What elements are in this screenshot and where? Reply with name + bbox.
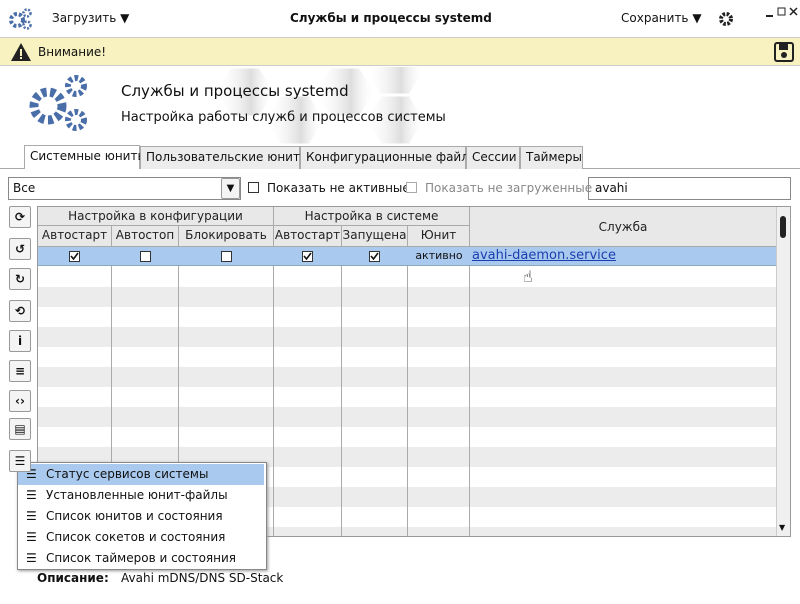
- tool-button[interactable]: i: [9, 330, 31, 352]
- column-header[interactable]: Служба: [470, 207, 777, 247]
- description-value: Avahi mDNS/DNS SD-Stack: [121, 571, 284, 585]
- tool-button[interactable]: ↻: [9, 268, 31, 290]
- column-line: [407, 247, 408, 536]
- search-value: avahi: [595, 181, 628, 195]
- column-header[interactable]: Блокировать: [179, 226, 274, 247]
- menu-item[interactable]: Установленные юнит-файлы ☰: [18, 485, 264, 506]
- tab[interactable]: Системные юниты: [24, 145, 147, 169]
- header-subtitle: Настройка работы служб и процессов систе…: [121, 110, 446, 125]
- search-input[interactable]: avahi: [588, 177, 791, 200]
- scrollbar[interactable]: [776, 207, 790, 536]
- header-title: Службы и процессы systemd: [121, 82, 349, 100]
- tool-button[interactable]: ‹›: [9, 390, 31, 412]
- menu-icon: ☰: [26, 488, 37, 502]
- tool-button[interactable]: ≡: [9, 360, 31, 382]
- save-label: Сохранить: [621, 11, 689, 25]
- tool-button[interactable]: ⟳: [9, 206, 31, 228]
- settings-button[interactable]: [718, 11, 734, 27]
- inactive-checkbox[interactable]: [248, 182, 259, 193]
- cursor: ☝: [523, 267, 533, 286]
- popup-menu: Статус сервисов системы ☰ Установленные юн…: [17, 462, 267, 570]
- menu-icon: ☰: [26, 530, 37, 544]
- save-icon[interactable]: [774, 42, 794, 62]
- menu-icon: ☰: [26, 467, 37, 481]
- description-label: Описание:: [37, 571, 109, 585]
- select-arrow[interactable]: ▼: [221, 178, 240, 199]
- column-header[interactable]: Автостарт: [274, 226, 342, 247]
- unloaded-checkbox[interactable]: [406, 182, 417, 193]
- service-link[interactable]: avahi-daemon.service: [472, 248, 616, 263]
- tool-button[interactable]: ☰: [9, 450, 31, 472]
- filter-select-value: Все: [13, 181, 36, 195]
- unloaded-label: Показать не загруженные: [425, 181, 593, 195]
- menu-item[interactable]: Список юнитов и состояния ☰: [18, 506, 264, 527]
- save-menu[interactable]: Сохранить ▼: [621, 11, 702, 25]
- warning-icon: [11, 43, 31, 61]
- column-line: [111, 247, 112, 536]
- column-line: [178, 247, 179, 536]
- tool-button[interactable]: ▤: [9, 418, 31, 440]
- app-icon: [9, 8, 32, 30]
- column-header[interactable]: Юнит: [408, 226, 470, 247]
- column-line: [469, 247, 470, 536]
- header-icon: [29, 75, 87, 131]
- load-menu[interactable]: Загрузить ▼: [52, 11, 130, 25]
- row-checkbox[interactable]: [139, 251, 151, 262]
- window-title: Службы и процессы systemd: [290, 11, 492, 25]
- column-line: [341, 247, 342, 536]
- unit-state: активно: [415, 249, 463, 262]
- row-checkbox[interactable]: [220, 251, 232, 262]
- scroll-down[interactable]: ▼: [779, 523, 786, 532]
- menu-item[interactable]: Список сокетов и состояния ☰: [18, 527, 264, 548]
- tool-button[interactable]: ↺: [9, 238, 31, 260]
- warning-text: Внимание!: [38, 45, 107, 59]
- inactive-label: Показать не активные: [267, 181, 410, 195]
- menu-item[interactable]: Статус сервисов системы ☰: [18, 464, 264, 485]
- tab[interactable]: Таймеры: [520, 146, 583, 169]
- tab[interactable]: Сессии: [466, 146, 520, 169]
- row-checkbox[interactable]: [302, 251, 313, 262]
- tool-button[interactable]: ⟲: [9, 300, 31, 322]
- tab[interactable]: Пользовательские юниты: [140, 146, 309, 169]
- hex-background: [213, 67, 427, 145]
- menu-icon: ☰: [26, 551, 37, 565]
- menu-icon: ☰: [26, 509, 37, 523]
- window-controls[interactable]: [764, 6, 798, 18]
- load-label: Загрузить: [52, 11, 117, 25]
- menu-item[interactable]: Список таймеров и состояния ☰: [18, 548, 264, 569]
- row-checkbox[interactable]: [69, 251, 80, 262]
- header-group: Настройка в системе: [274, 207, 470, 226]
- tab[interactable]: Конфигурационные файлы: [300, 146, 478, 169]
- warning-bar: [0, 37, 800, 66]
- filter-select[interactable]: Все: [8, 177, 241, 200]
- column-header[interactable]: Автостарт: [38, 226, 112, 247]
- scroll-thumb[interactable]: [780, 216, 786, 238]
- header-group: Настройка в конфигурации: [38, 207, 274, 226]
- column-line: [273, 247, 274, 536]
- row-checkbox[interactable]: [369, 251, 380, 262]
- column-header[interactable]: Автостоп: [112, 226, 179, 247]
- column-header[interactable]: Запущена: [342, 226, 408, 247]
